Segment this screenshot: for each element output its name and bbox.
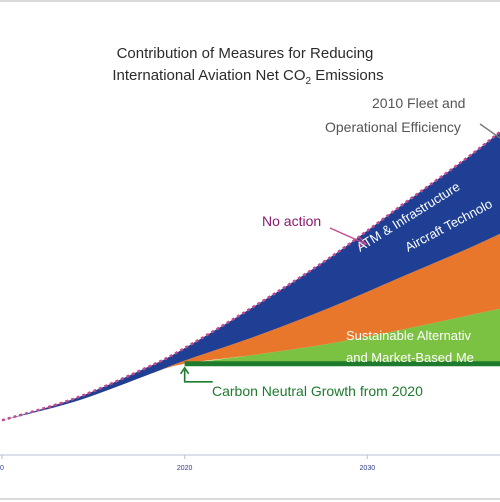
x-tick-label: 2030 [360, 465, 376, 472]
label-fleet-line1: 2010 Fleet and [372, 95, 465, 111]
chart-title-line2: International Aviation Net CO2 Emissions [112, 67, 383, 87]
area-atm-infrastructure [2, 131, 500, 421]
label-fleet-line2: Operational Efficiency [325, 119, 461, 135]
label-saf-line1: Sustainable Alternativ [346, 328, 472, 343]
chart-title-line1: Contribution of Measures for Reducing [117, 45, 374, 62]
no-action-pointer-icon [329, 227, 368, 247]
cng-bracket-arrow [180, 366, 213, 383]
no-action-line [1, 130, 500, 422]
area-aircraft-technology [2, 233, 500, 421]
label-no-action: No action [262, 213, 321, 229]
x-tick-label: 0 [0, 465, 4, 472]
x-tick-label: 2020 [177, 465, 193, 472]
label-saf-line2: and Market-Based Me [346, 350, 474, 365]
area-sustainable-fuels-mbm [184, 308, 500, 364]
fleet-pointer-icon [479, 123, 500, 139]
label-carbon-neutral-growth: Carbon Neutral Growth from 2020 [212, 383, 423, 399]
